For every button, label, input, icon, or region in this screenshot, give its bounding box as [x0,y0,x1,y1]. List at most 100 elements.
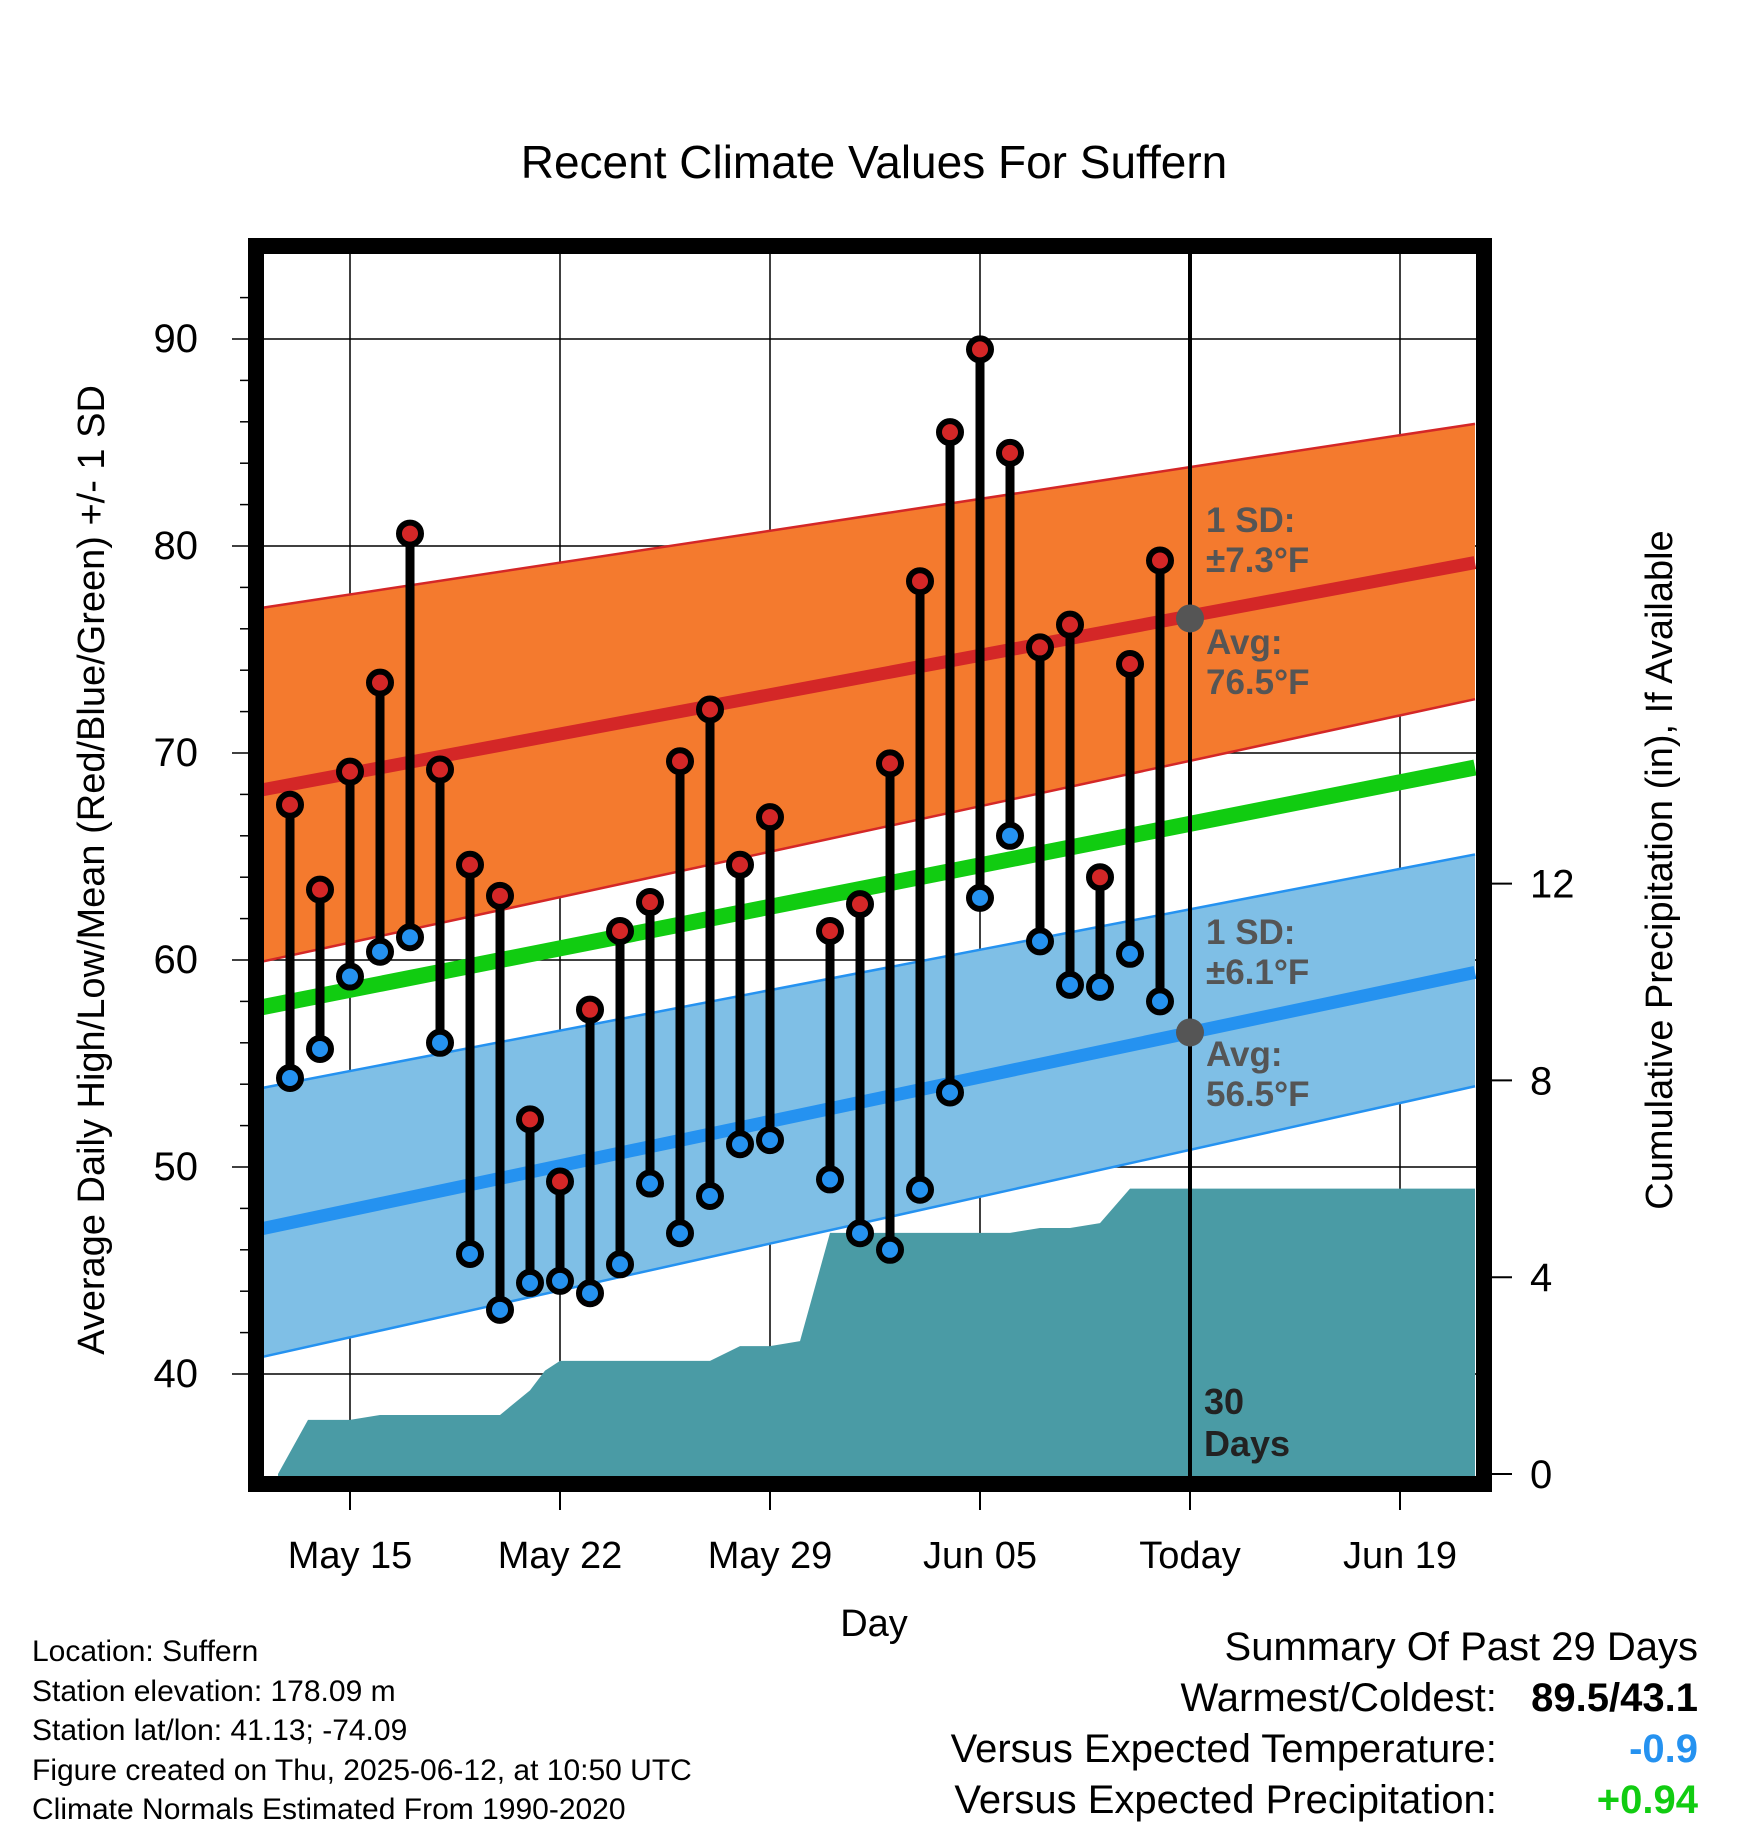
high-avg-label: Avg: [1206,623,1282,662]
chart-title: Recent Climate Values For Suffern [521,136,1228,188]
daily-high-point [396,519,424,548]
daily-high-point [306,875,334,904]
y-tick-label: 60 [154,938,199,982]
daily-high-point [666,747,694,776]
x-tick-label: Jun 19 [1343,1535,1457,1577]
daily-high-point [876,749,904,778]
daily-low-point [756,1126,784,1155]
summary-warmest-row: Warmest/Coldest: 89.5/43.1 [951,1673,1699,1724]
daily-high-point [1026,633,1054,662]
y-tick-label: 40 [154,1352,199,1396]
normal-mean-line [258,759,1477,1016]
today-low-avg-dot [1176,1018,1204,1047]
normal-low-upper-edge [259,853,1476,1090]
x-tick-label: Today [1139,1535,1240,1577]
daily-high-point [366,668,394,697]
elevation-text: Station elevation: 178.09 m [32,1674,396,1708]
daily-high-point [726,850,754,879]
low-sd-value: ±6.1°F [1206,953,1309,992]
daily-low-point [726,1130,754,1159]
normal-high-line [258,556,1477,797]
daily-low-point [1146,987,1174,1016]
daily-low-point [1026,927,1054,956]
daily-low-point [846,1219,874,1248]
daily-high-point [486,881,514,910]
daily-low-point [276,1063,304,1092]
daily-low-point [696,1181,724,1210]
normal-low-line [258,966,1477,1236]
daily-low-point [1116,939,1144,968]
y-axis-label: Average Daily High/Low/Mean (Red/Blue/Gr… [71,385,113,1355]
daily-high-point [846,890,874,919]
warmest-value: 89.5/43.1 [1531,1676,1698,1720]
daily-low-point [816,1165,844,1194]
daily-high-point [1116,649,1144,678]
daily-low-point [486,1295,514,1324]
daily-low-point [666,1219,694,1248]
daily-low-point [1086,972,1114,1001]
high-sd-value: ±7.3°F [1206,541,1309,580]
daily-low-point [576,1279,604,1308]
daily-high-point [816,917,844,946]
y2-tick-label: 12 [1530,863,1575,907]
daily-high-point [516,1105,544,1134]
daily-low-point [336,962,364,991]
x-tick-label: Jun 05 [923,1535,1037,1577]
x-axis-label: Day [840,1603,908,1645]
daily-low-point [516,1268,544,1297]
window-days-number: 30 [1204,1381,1244,1422]
y-tick-label: 70 [154,731,199,775]
daily-low-point [366,937,394,966]
summary-panel: Summary Of Past 29 Days Warmest/Coldest:… [951,1622,1698,1826]
daily-low-point [936,1078,964,1107]
daily-high-point [336,757,364,786]
daily-low-point [966,883,994,912]
daily-low-point [906,1175,934,1204]
daily-low-point [1056,970,1084,999]
daily-high-point [936,418,964,447]
summary-temp-row: Versus Expected Temperature: -0.9 [951,1724,1698,1775]
station-info: Location: Suffern Station elevation: 178… [32,1632,692,1830]
daily-low-point [306,1035,334,1064]
daily-high-point [906,567,934,596]
daily-high-point [276,790,304,819]
window-days-label: Days [1204,1423,1290,1464]
daily-low-point [396,923,424,952]
daily-low-point [636,1169,664,1198]
daily-high-point [576,995,604,1024]
daily-low-point [426,1028,454,1057]
y2-tick-label: 0 [1530,1453,1552,1497]
low-sd-label: 1 SD: [1206,913,1295,952]
daily-high-point [1086,863,1114,892]
high-sd-label: 1 SD: [1206,501,1295,540]
daily-high-point [1146,546,1174,575]
daily-low-point [546,1266,574,1295]
today-high-avg-dot [1176,604,1204,633]
daily-low-point [456,1239,484,1268]
temp-value: -0.9 [1629,1727,1698,1771]
y-tick-label: 80 [154,524,199,568]
daily-high-point [606,917,634,946]
daily-high-point [636,888,664,917]
precip-label: Versus Expected Precipitation: [954,1778,1497,1822]
daily-high-point [456,850,484,879]
normal-high-upper-edge [259,422,1476,610]
plot-frame [248,238,1492,1492]
warmest-label: Warmest/Coldest: [1180,1676,1497,1720]
daily-low-point [606,1250,634,1279]
daily-high-point [996,438,1024,467]
daily-high-point [696,695,724,724]
y-tick-label: 90 [154,317,199,361]
y-tick-label: 50 [154,1145,199,1189]
daily-high-point [966,335,994,364]
y2-axis-label: Cumulative Precipitation (in), If Availa… [1639,530,1681,1209]
low-avg-label: Avg: [1206,1035,1282,1074]
x-tick-label: May 22 [498,1535,623,1577]
x-tick-label: May 29 [708,1535,833,1577]
normals-text: Climate Normals Estimated From 1990-2020 [32,1793,626,1826]
latlon-text: Station lat/lon: 41.13; -74.09 [32,1714,408,1747]
daily-high-point [756,803,784,832]
daily-low-point [876,1235,904,1264]
